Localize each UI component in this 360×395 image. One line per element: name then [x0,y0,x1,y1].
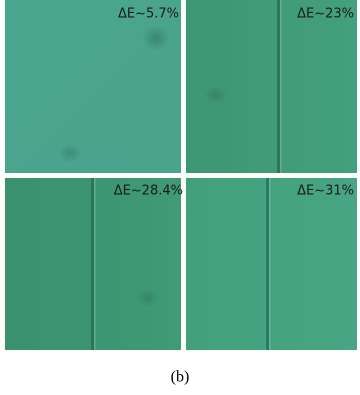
fiber-highlight [280,0,282,173]
fiber [91,178,94,350]
defect [204,86,228,104]
image [186,0,357,173]
fiber-highlight [269,178,271,350]
panel-label: ΔE~23% [297,7,354,22]
panel-label: ΔE~28.4% [114,184,183,199]
panel-label: ΔE~31% [297,184,354,199]
panel: ΔE~5.7% [5,0,181,173]
panel: ΔE~23% [186,0,357,173]
panel: ΔE~28.4% [5,178,183,350]
figure: ΔE~5.7% ΔE~23% ΔE~28.4% ΔE~31% (b) [0,0,360,395]
image [186,178,357,350]
defect [58,143,82,163]
panel: ΔE~31% [186,178,357,350]
fiber [277,0,280,173]
fiber-highlight [94,178,96,350]
defect [142,25,170,51]
defect [137,288,159,308]
caption: (b) [171,369,190,386]
panel-label: ΔE~5.7% [118,7,179,22]
fiber [266,178,269,350]
